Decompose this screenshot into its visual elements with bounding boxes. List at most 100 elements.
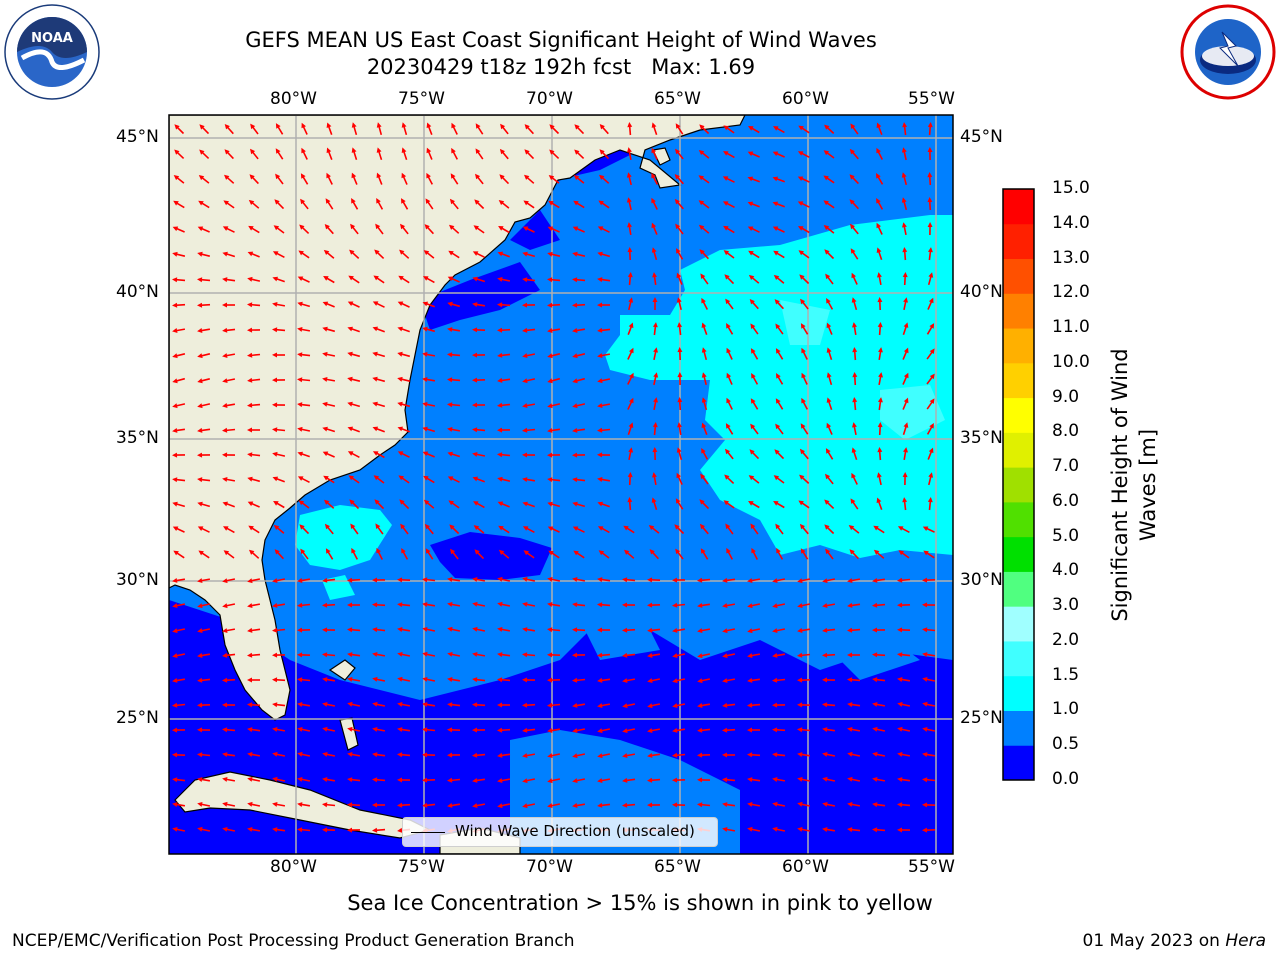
wave-direction-arrowhead [197, 727, 203, 733]
wave-direction-arrowhead [572, 803, 578, 808]
wave-direction-arrowhead [876, 247, 882, 253]
wave-direction-arrowhead [627, 122, 633, 128]
wave-direction-arrowhead [847, 751, 853, 757]
wave-direction-arrowhead [499, 148, 505, 155]
wave-direction-arrowhead [222, 327, 228, 333]
wave-direction-arrowhead [376, 122, 382, 128]
wave-direction-arrowhead [197, 628, 203, 633]
wave-direction-arrowhead [675, 123, 681, 129]
wave-direction-arrowhead [323, 249, 330, 255]
wave-direction-arrowhead [247, 452, 253, 458]
wave-direction-arrowhead [497, 652, 503, 658]
wave-direction-arrowhead [751, 373, 756, 379]
wave-direction-arrowhead [298, 500, 305, 506]
wave-direction-arrowhead [223, 550, 230, 556]
wave-direction-arrowhead [398, 475, 404, 481]
wave-direction-arrowhead [297, 578, 303, 583]
wave-direction-arrowhead [272, 751, 278, 757]
wave-direction-arrowhead [572, 778, 578, 783]
wave-direction-arrowhead [397, 351, 403, 357]
wave-direction-arrowhead [772, 677, 778, 683]
wave-direction-arrowhead [472, 752, 478, 758]
wave-direction-arrowhead [322, 426, 328, 432]
wave-direction-arrowhead [247, 702, 253, 708]
wave-direction-arrowhead [822, 603, 828, 608]
wave-direction-arrowhead [722, 727, 728, 733]
colorbar-segment [1003, 571, 1034, 607]
wave-direction-arrowhead [597, 403, 603, 408]
wave-direction-arrowhead [572, 226, 579, 232]
wave-direction-arrowhead [547, 328, 553, 333]
wave-direction-arrowhead [772, 201, 779, 207]
wave-direction-arrowhead [472, 652, 478, 657]
wave-direction-arrowhead [651, 222, 657, 229]
wave-direction-arrowhead [247, 776, 253, 782]
wave-direction-arrowhead [572, 526, 579, 531]
wave-direction-arrowhead [847, 827, 853, 833]
wave-direction-arrowhead [822, 776, 828, 782]
wave-direction-arrowhead [322, 752, 328, 757]
wave-direction-arrowhead [522, 526, 529, 531]
wave-direction-arrowhead [401, 147, 407, 153]
wave-direction-arrowhead [373, 275, 379, 281]
wave-direction-arrowhead [597, 277, 603, 283]
wave-direction-arrowhead [547, 702, 553, 708]
wave-direction-arrowhead [249, 174, 255, 180]
wave-direction-arrowhead [497, 627, 503, 632]
wave-direction-arrowhead [472, 352, 477, 358]
wave-direction-arrowhead [247, 827, 253, 832]
wave-direction-arrowhead [301, 147, 306, 154]
wave-direction-arrowhead [475, 123, 481, 129]
wave-direction-arrowhead [597, 477, 603, 482]
wave-direction-arrowhead [851, 297, 857, 303]
wave-direction-arrowhead [922, 701, 928, 707]
lon-label-top: 80°W [270, 89, 317, 109]
wave-direction-arrowhead [497, 302, 503, 308]
wave-direction-arrowhead [372, 376, 378, 382]
wave-direction-arrowhead [497, 803, 503, 809]
wave-direction-arrowhead [522, 501, 528, 507]
wave-direction-arrowhead [773, 274, 780, 280]
wave-direction-arrowhead [274, 549, 280, 555]
lat-label-left: 40°N [116, 282, 159, 302]
wave-direction-arrowhead [902, 272, 908, 278]
wave-direction-arrowhead [273, 524, 280, 530]
wave-direction-arrowhead [877, 397, 883, 403]
wave-direction-arrowhead [447, 327, 453, 332]
wave-direction-arrowhead [422, 301, 429, 307]
wave-direction-arrowhead [547, 251, 553, 257]
wave-direction-arrowhead [447, 402, 453, 408]
wave-direction-arrowhead [927, 147, 933, 152]
wave-direction-arrowhead [222, 727, 228, 733]
wave-direction-arrowhead [572, 627, 578, 633]
wave-direction-arrowhead [872, 726, 878, 732]
wave-direction-arrowhead [174, 124, 180, 130]
wave-direction-arrowhead [847, 702, 853, 708]
wave-direction-arrowhead [772, 176, 779, 182]
wave-direction-arrowhead [628, 297, 634, 303]
wave-direction-arrowhead [903, 297, 908, 303]
wave-direction-arrowhead [297, 652, 303, 658]
wave-direction-arrowhead [722, 802, 728, 807]
wave-direction-arrowhead [197, 802, 203, 807]
wave-direction-arrowhead [497, 377, 503, 383]
wave-direction-arrowhead [372, 451, 379, 456]
wave-direction-arrowhead [272, 578, 278, 583]
wave-direction-arrowhead [322, 802, 328, 808]
wave-direction-arrowhead [397, 376, 403, 382]
wave-direction-arrowhead [372, 802, 377, 808]
wave-direction-arrowhead [497, 251, 504, 257]
wave-direction-arrowhead [823, 150, 830, 156]
wave-direction-arrowhead [547, 477, 553, 483]
wave-direction-arrowhead [497, 476, 503, 482]
wave-direction-arrowhead [423, 499, 430, 505]
wave-direction-arrowhead [772, 702, 778, 708]
wave-direction-arrowhead [747, 727, 752, 733]
wave-direction-arrowhead [322, 602, 328, 608]
wave-direction-arrowhead [422, 402, 428, 407]
wave-direction-arrowhead [672, 703, 678, 708]
wave-direction-arrowhead [873, 549, 880, 555]
wave-direction-arrowhead [197, 328, 203, 333]
wave-direction-arrowhead [547, 302, 553, 308]
wave-direction-arrowhead [347, 401, 353, 407]
